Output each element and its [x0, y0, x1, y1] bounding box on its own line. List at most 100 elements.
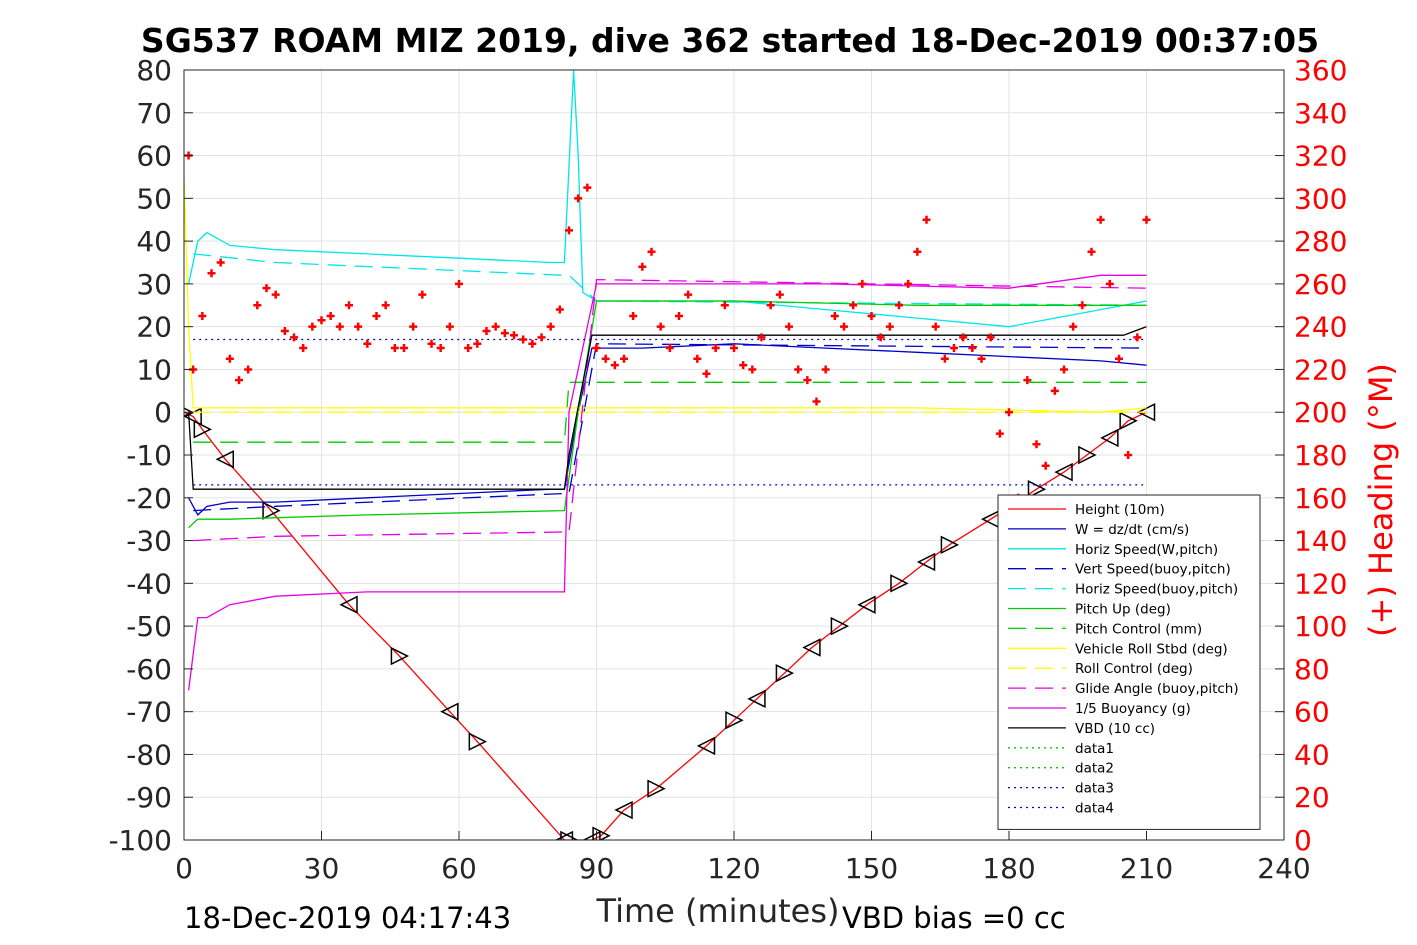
heading-point — [418, 290, 427, 299]
heading-point — [198, 311, 207, 320]
series-line-1 — [188, 343, 1147, 516]
heading-point — [253, 301, 262, 310]
y-tick-label: 80 — [136, 54, 172, 87]
depth-marker — [262, 501, 281, 520]
y-tick-label: -90 — [126, 781, 172, 814]
heading-point — [427, 339, 436, 348]
heading-point — [546, 322, 555, 331]
left-y-ticks: 80 70 60 50 40 30 20 10 0 -10 -20 -30 -40 -50 -60 -70 -8… — [108, 54, 193, 857]
y2-tick-label: 200 — [1294, 396, 1347, 429]
legend-entry: Glide Angle (buoy,pitch) — [1075, 681, 1239, 697]
legend-entry: Vert Speed(buoy,pitch) — [1075, 562, 1231, 578]
y2-tick-label: 320 — [1294, 140, 1347, 173]
heading-point — [372, 311, 381, 320]
heading-point — [345, 301, 353, 310]
depth-marker — [554, 830, 574, 840]
legend-entry: Horiz Speed(buoy,pitch) — [1075, 582, 1238, 598]
y2-tick-label: 120 — [1294, 567, 1347, 600]
heading-point — [299, 344, 308, 353]
heading-point — [840, 322, 848, 331]
series-line-5 — [188, 300, 1147, 529]
depth-marker — [830, 616, 850, 636]
heading-point — [610, 361, 619, 370]
heading-point — [473, 339, 482, 348]
heading-point — [363, 339, 372, 348]
y-tick-label: -10 — [126, 439, 172, 472]
depth-marker — [184, 407, 202, 426]
y2-tick-label: 260 — [1294, 268, 1347, 301]
y2-tick-label: 280 — [1294, 225, 1347, 258]
legend-entry: Roll Control (deg) — [1075, 661, 1193, 677]
data-series — [184, 70, 1156, 840]
heading-point — [959, 333, 968, 342]
heading-point — [904, 279, 913, 288]
y-tick-label: 40 — [136, 225, 172, 258]
y-tick-label: -60 — [126, 653, 172, 686]
heading-point — [950, 344, 958, 353]
heading-point — [565, 226, 573, 235]
heading-point — [675, 311, 683, 320]
heading-point — [739, 361, 748, 370]
x-tick-label: 210 — [1120, 852, 1173, 885]
heading-point — [482, 326, 491, 335]
heading-point — [812, 397, 821, 406]
y2-tick-label: 60 — [1294, 696, 1330, 729]
depth-marker — [560, 830, 579, 840]
heading-point — [519, 335, 528, 344]
y-tick-label: 60 — [136, 140, 172, 173]
y-tick-label: 10 — [136, 353, 172, 386]
heading-point — [885, 322, 894, 331]
heading-point — [867, 311, 876, 320]
heading-point — [1005, 408, 1013, 417]
legend-entry: Pitch Control (mm) — [1075, 621, 1202, 637]
legend-entry: Vehicle Roll Stbd (deg) — [1075, 641, 1228, 657]
heading-point — [225, 354, 234, 363]
y-tick-label: -70 — [126, 696, 172, 729]
vbd-bias-label: VBD bias =0 cc — [842, 901, 1066, 935]
x-axis-label: Time (minutes) — [596, 892, 840, 930]
heading-point — [647, 247, 656, 256]
y-tick-label: -20 — [126, 482, 172, 515]
x-ticks: 0 30 60 90 120 150 180 210 240 — [175, 831, 1311, 885]
x-tick-label: 180 — [982, 852, 1035, 885]
heading-point — [775, 290, 784, 299]
heading-point — [510, 331, 518, 340]
heading-point — [601, 354, 610, 363]
heading-point — [1078, 301, 1087, 310]
depth-marker — [582, 830, 601, 840]
heading-point — [620, 354, 628, 363]
heading-point — [1050, 386, 1059, 395]
x-tick-label: 240 — [1257, 852, 1310, 885]
heading-point — [390, 344, 399, 353]
y2-tick-label: 40 — [1294, 738, 1330, 771]
y2-tick-label: 160 — [1294, 482, 1347, 515]
heading-point — [1023, 376, 1032, 385]
heading-point — [537, 333, 546, 342]
heading-point — [858, 279, 867, 288]
y2-tick-label: 180 — [1294, 439, 1347, 472]
heading-point — [464, 344, 473, 353]
heading-point — [244, 365, 253, 374]
x-tick-label: 0 — [175, 852, 193, 885]
depth-marker — [725, 711, 744, 730]
heading-point — [730, 344, 738, 353]
heading-point — [592, 344, 601, 353]
legend-entry: Horiz Speed(W,pitch) — [1075, 542, 1218, 558]
depth-marker — [916, 552, 936, 572]
heading-point — [693, 354, 702, 363]
heading-point — [271, 290, 280, 299]
legend-entry: Height (10m) — [1075, 502, 1165, 518]
heading-point — [1105, 279, 1114, 288]
end-timestamp: 18-Dec-2019 04:17:43 — [184, 901, 511, 935]
series-line-7 — [184, 176, 1147, 413]
x-tick-label: 60 — [441, 852, 477, 885]
heading-point — [290, 333, 298, 342]
heading-point — [308, 322, 317, 331]
right-y-axis-label: (+) Heading (°M) — [1362, 363, 1400, 637]
heading-point — [381, 301, 390, 310]
y2-tick-label: 140 — [1294, 525, 1347, 558]
legend-entry: data3 — [1075, 781, 1114, 797]
depth-marker — [1027, 480, 1047, 499]
heading-point — [757, 333, 766, 342]
